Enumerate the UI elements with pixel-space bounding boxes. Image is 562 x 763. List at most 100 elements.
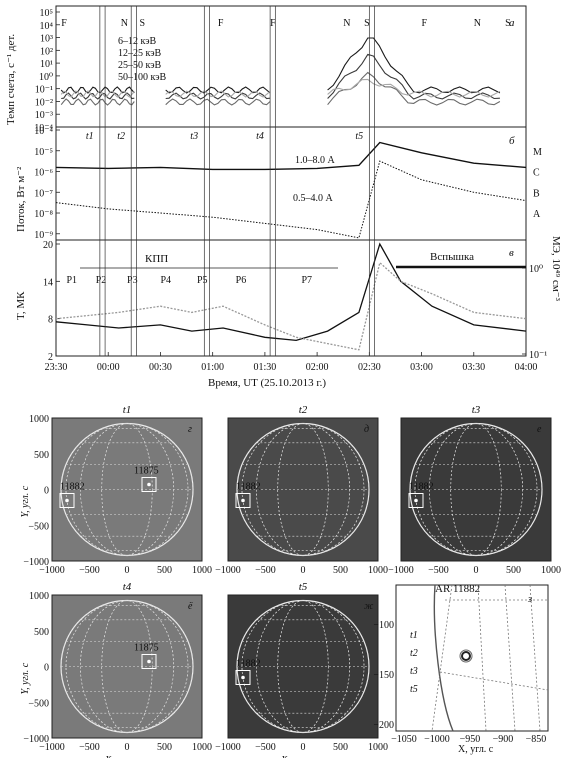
panel-c-frame	[55, 239, 527, 357]
disk-xtick-label: 0	[301, 565, 306, 576]
panel-b-yticks: 10⁻⁴ 10⁻⁵ 10⁻⁶ 10⁻⁷ 10⁻⁸ 10⁻⁹	[34, 126, 60, 241]
period-label: P6	[236, 275, 247, 286]
region-source	[65, 498, 69, 503]
disk-ytick-label: 0	[44, 486, 49, 497]
zoom-xlabel: X, угл. с	[458, 744, 494, 755]
orbit-flag: F	[218, 18, 224, 29]
b-ytick-label: 10⁻⁹	[34, 230, 53, 241]
b-ytick-label: 10⁻⁴	[34, 126, 53, 137]
disk-time-label: t2	[299, 404, 308, 416]
orbit-flag: N	[474, 18, 481, 29]
zoom-meridian	[529, 584, 541, 732]
c-xtick-label: 01:00	[201, 362, 224, 373]
panel-a-letter: а	[509, 17, 515, 29]
c-y2tick-label: 10⁻¹	[529, 350, 547, 361]
meridian	[414, 423, 538, 556]
zoom-meridian	[431, 584, 453, 732]
c-xtick-label: 02:30	[358, 362, 381, 373]
c-xtick-label: 01:30	[253, 362, 276, 373]
zoom-meridian	[477, 584, 487, 732]
meridian	[80, 423, 175, 556]
disk-xtick-label: −1000	[215, 565, 241, 576]
disk-xtick-label: 500	[333, 565, 348, 576]
disk-ytick-label: 1000	[29, 414, 49, 425]
flare-source-contour	[461, 651, 471, 661]
zoom-letter: з	[527, 593, 532, 605]
region-box	[141, 654, 157, 669]
disk-panel-t1: t1 г 11882 11875 1000 500 0 −500 −1000 Y, угл. с −…	[20, 404, 212, 576]
goes-class-label: A	[533, 209, 541, 220]
goes-class-label: M	[533, 147, 542, 158]
time-marker-label: t2	[117, 131, 125, 142]
disk-time-label: t3	[472, 404, 481, 416]
meridian	[241, 423, 365, 556]
disk-xtick-label: 1000	[192, 742, 212, 753]
region-label: 11882	[236, 482, 261, 493]
disk-ylabel: Y, угл. с	[20, 662, 31, 694]
series-label-1-8: 1.0–8.0 А	[295, 155, 336, 166]
series-label-0.5-4: 0.5–4.0 А	[293, 193, 334, 204]
period-label: P4	[160, 275, 171, 286]
disk-panel-letter: ё	[188, 601, 193, 612]
zoom-grid	[431, 584, 549, 732]
disk-ytick-label: −1000	[23, 557, 49, 568]
disk-xtick-label: −1000	[215, 742, 241, 753]
count-rate-line-3	[60, 78, 501, 98]
period-label: P3	[127, 275, 138, 286]
disk-ytick-label: 500	[34, 450, 49, 461]
zoom-xtick-label: −900	[493, 734, 514, 745]
disk-panel-letter: д	[364, 424, 369, 435]
panel-c-letter: в	[509, 247, 514, 259]
meridian	[241, 600, 365, 733]
count-rate-line-2	[60, 71, 501, 106]
period-label: P7	[301, 275, 312, 286]
zoom-ytick-label: −100	[373, 620, 394, 631]
b-ytick-label: 10⁻⁶	[34, 168, 53, 179]
meridian	[65, 423, 189, 556]
period-label: P2	[96, 275, 107, 286]
c-xtick-label: 02:00	[306, 362, 329, 373]
disk-xtick-label: 0	[125, 565, 130, 576]
c-xtick-label: 03:30	[462, 362, 485, 373]
region-box	[235, 670, 251, 685]
disk-xtick-label: 0	[301, 742, 306, 753]
limb-line	[433, 584, 454, 732]
region-source	[414, 498, 418, 503]
goes-class-label: B	[533, 188, 540, 199]
c-y2tick-label: 10⁰	[529, 264, 543, 275]
c-xtick-label: 00:00	[97, 362, 120, 373]
goes-class-label: C	[533, 168, 540, 179]
panel-c-xlabel: Время, UT (25.10.2013 г.)	[208, 377, 326, 389]
disk-xtick-label: −500	[428, 565, 449, 576]
period-label: P5	[197, 275, 208, 286]
c-ytick-label: 14	[43, 277, 53, 288]
c-ytick-label: 8	[48, 315, 53, 326]
meridian	[277, 423, 329, 556]
panel-c-yticks: 20 14 8 2	[43, 240, 60, 363]
zoom-panel: AR 11882 з t1 t2 t3 t5 −1050 −1000 −950 −900 −8…	[373, 583, 549, 755]
legend-6-12: 6–12 кэВ	[118, 36, 157, 47]
meridian	[236, 423, 370, 556]
time-marker-label: t5	[355, 131, 363, 142]
disk-ytick-label: −1000	[23, 734, 49, 745]
disk-ytick-label: −500	[28, 521, 49, 532]
series-1-8-line	[55, 141, 527, 171]
panel-a-legend: 6–12 кэВ 12–25 кэВ 25–50 кэВ 50–100 кэВ	[118, 36, 167, 83]
disk-ytick-label: −500	[28, 698, 49, 709]
disk-xtick-label: 1000	[368, 565, 388, 576]
c-ytick-label: 2	[48, 352, 53, 363]
disk-panel-t2: t2 д 11882 −1000 −500 0 500 1000	[215, 404, 388, 576]
a-ytick-label: 10¹	[40, 59, 53, 70]
disk-xtick-label: 500	[157, 742, 172, 753]
disk-xtick-label: 1000	[368, 742, 388, 753]
disk-xtick-label: −1000	[39, 742, 65, 753]
disk-time-label: t4	[123, 581, 132, 593]
a-ytick-label: 10⁻⁴	[34, 123, 53, 134]
orbit-flag: S	[505, 18, 511, 29]
zoom-frame	[395, 584, 549, 732]
